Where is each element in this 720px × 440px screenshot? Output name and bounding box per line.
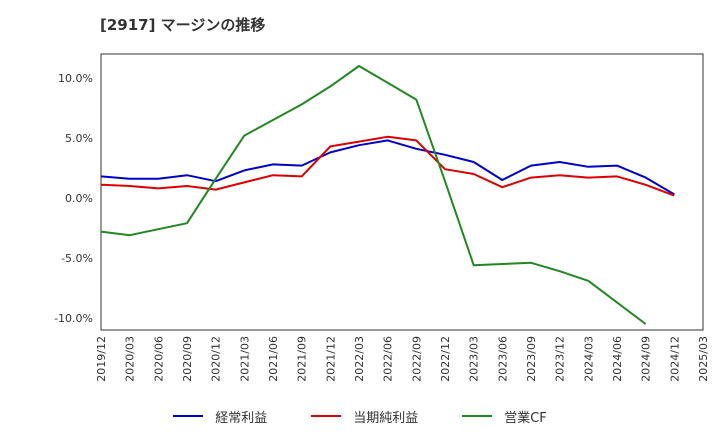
x-tick-label: 2021/09	[296, 336, 309, 382]
legend-swatch	[462, 415, 493, 417]
y-tick-label: 0.0%	[65, 192, 93, 205]
legend: 経常利益 当期純利益 営業CF	[0, 404, 720, 428]
x-tick-label: 2021/06	[267, 336, 280, 382]
y-tick-labels: 10.0% 5.0% 0.0% -5.0% -10.0%	[54, 72, 93, 325]
x-tick-label: 2022/03	[353, 336, 366, 382]
x-tick-label: 2024/03	[582, 336, 595, 382]
y-tick-label: 10.0%	[58, 72, 93, 85]
x-tick-label: 2023/09	[525, 336, 538, 382]
x-tick-label: 2020/03	[124, 336, 137, 382]
y-tick-label: -10.0%	[54, 312, 93, 325]
x-tick-label: 2023/12	[554, 336, 567, 382]
x-tick-label: 2019/12	[95, 336, 108, 382]
legend-swatch	[311, 415, 342, 417]
x-tick-label: 2023/03	[468, 336, 481, 382]
x-tick-label: 2020/06	[152, 336, 165, 382]
legend-label: 当期純利益	[353, 410, 419, 426]
x-tick-labels: 2019/12 2020/03 2020/06 2020/09 2020/12 2021/…	[95, 336, 710, 382]
y-tick-label: -5.0%	[61, 252, 93, 265]
x-tick-label: 2022/09	[410, 336, 423, 382]
legend-label: 経常利益	[215, 410, 268, 426]
x-tick-label: 2020/12	[210, 336, 223, 382]
x-tick-label: 2023/06	[496, 336, 509, 382]
legend-label: 営業CF	[504, 410, 547, 426]
x-tick-label: 2024/09	[640, 336, 653, 382]
x-tick-label: 2022/12	[439, 336, 452, 382]
x-tick-label: 2020/09	[181, 336, 194, 382]
x-tick-label: 2022/06	[382, 336, 395, 382]
x-tick-label: 2021/12	[324, 336, 337, 382]
y-tick-label: 5.0%	[65, 132, 93, 145]
plot-area	[100, 53, 704, 331]
series-lines	[100, 65, 675, 325]
x-tick-label: 2024/12	[668, 336, 681, 382]
legend-item-2: 当期純利益	[311, 404, 418, 428]
x-tick-label: 2024/06	[611, 336, 624, 382]
legend-item-1: 経常利益	[173, 404, 267, 428]
legend-swatch	[173, 415, 204, 417]
series-line-1	[100, 139, 675, 196]
legend-item-3: 営業CF	[462, 404, 547, 428]
chart-title: [2917] マージンの推移	[100, 16, 266, 34]
x-tick-label: 2021/03	[238, 336, 251, 382]
series-line-2	[100, 135, 675, 197]
x-tick-label: 2025/03	[697, 336, 710, 382]
axes	[100, 53, 704, 331]
series-line-3	[100, 65, 647, 325]
